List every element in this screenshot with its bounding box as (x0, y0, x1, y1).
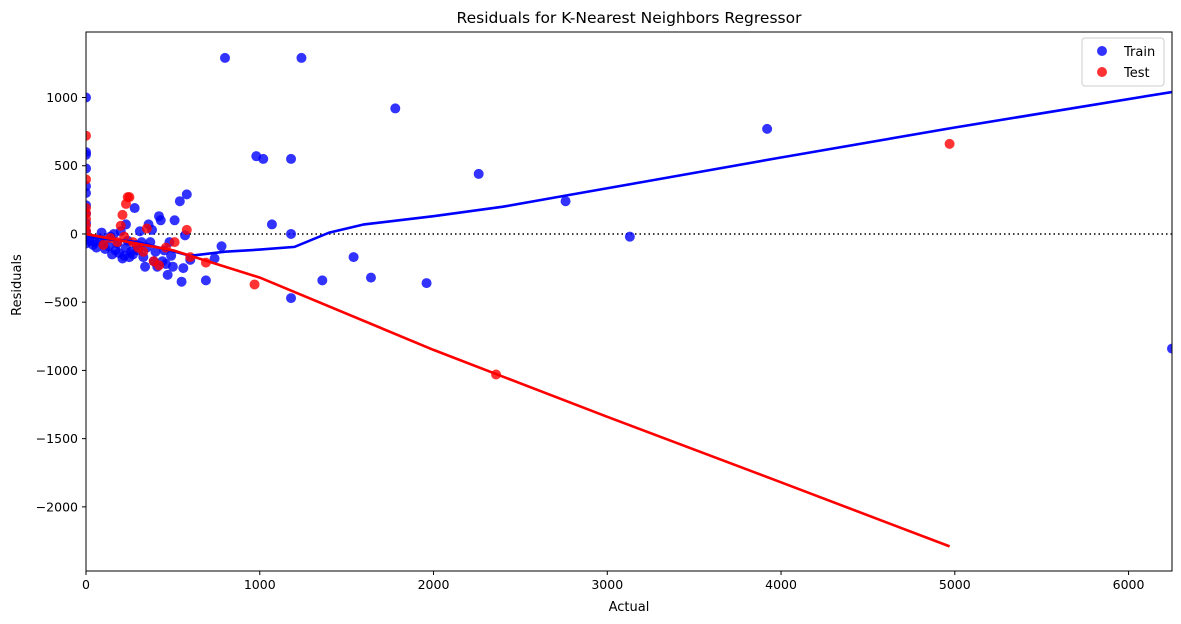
train-point (176, 276, 187, 287)
plot-marks (86, 52, 1172, 548)
train-point (216, 241, 227, 252)
test-point (153, 260, 164, 271)
train-point (286, 228, 297, 239)
train-point (155, 215, 166, 226)
y-tick-label: 500 (54, 158, 78, 173)
test-point (86, 174, 91, 185)
legend: Train Test (1081, 37, 1165, 87)
train-point (86, 92, 91, 103)
train-point (390, 103, 401, 114)
train-point (286, 153, 297, 164)
train-point (421, 278, 432, 289)
train-point (169, 215, 180, 226)
test-point (138, 246, 149, 257)
y-tick-label: −1500 (36, 431, 78, 446)
y-tick-label: −2000 (36, 499, 78, 514)
train-point (86, 188, 91, 199)
train-point (317, 275, 328, 286)
x-tick-label: 6000 (1113, 577, 1145, 592)
train-point (266, 219, 277, 230)
train-point (762, 123, 773, 134)
axis-ticks: 0 1000 2000 3000 4000 5000 600010005000−500−10… (36, 90, 1145, 592)
train-point (181, 189, 192, 200)
train-point (129, 203, 140, 214)
plot-area (86, 52, 1172, 548)
test-point (115, 220, 126, 231)
test-point (249, 279, 260, 290)
axes-frame (85, 31, 1173, 572)
train-point (150, 246, 161, 257)
train-point (166, 250, 177, 261)
train-point (560, 196, 571, 207)
test-point (141, 223, 152, 234)
x-tick-label: 3000 (591, 577, 623, 592)
train-point (365, 272, 376, 283)
train-point (167, 261, 178, 272)
test-trend-line (86, 232, 951, 548)
train-point (209, 253, 220, 264)
test-point (169, 237, 180, 248)
test-point (181, 224, 192, 235)
legend-label-test: Test (1123, 66, 1150, 81)
train-point (174, 196, 185, 207)
test-point (124, 192, 135, 203)
train-point (296, 52, 307, 63)
train-point (624, 231, 635, 242)
train-point (1167, 343, 1172, 354)
x-tick-label: 5000 (939, 577, 971, 592)
train-point (473, 168, 484, 179)
test-point (944, 138, 955, 149)
train-point (178, 263, 189, 274)
chart-title: Residuals for K-Nearest Neighbors Regres… (457, 9, 803, 27)
legend-marker-train (1097, 46, 1107, 56)
test-point (98, 239, 109, 250)
legend-marker-test (1097, 67, 1107, 77)
train-trend-line (86, 90, 1172, 258)
x-axis-label: Actual (609, 600, 650, 615)
x-tick-label: 0 (82, 577, 90, 592)
train-point (86, 149, 91, 160)
y-tick-label: −1000 (36, 363, 78, 378)
x-tick-label: 1000 (244, 577, 276, 592)
train-point (86, 163, 91, 174)
test-point (86, 130, 91, 141)
train-point (286, 293, 297, 304)
train-point (140, 261, 151, 272)
test-point (117, 209, 128, 220)
train-point (258, 153, 269, 164)
x-tick-label: 2000 (418, 577, 450, 592)
train-point (162, 269, 173, 280)
x-tick-label: 4000 (765, 577, 797, 592)
y-tick-label: −500 (44, 295, 78, 310)
y-tick-label: 0 (70, 226, 78, 241)
train-point (96, 227, 107, 238)
train-point (220, 52, 231, 63)
legend-label-train: Train (1123, 45, 1155, 60)
train-point (348, 252, 359, 263)
train-point (200, 275, 211, 286)
y-axis-label: Residuals (10, 254, 25, 316)
y-tick-label: 1000 (46, 90, 78, 105)
